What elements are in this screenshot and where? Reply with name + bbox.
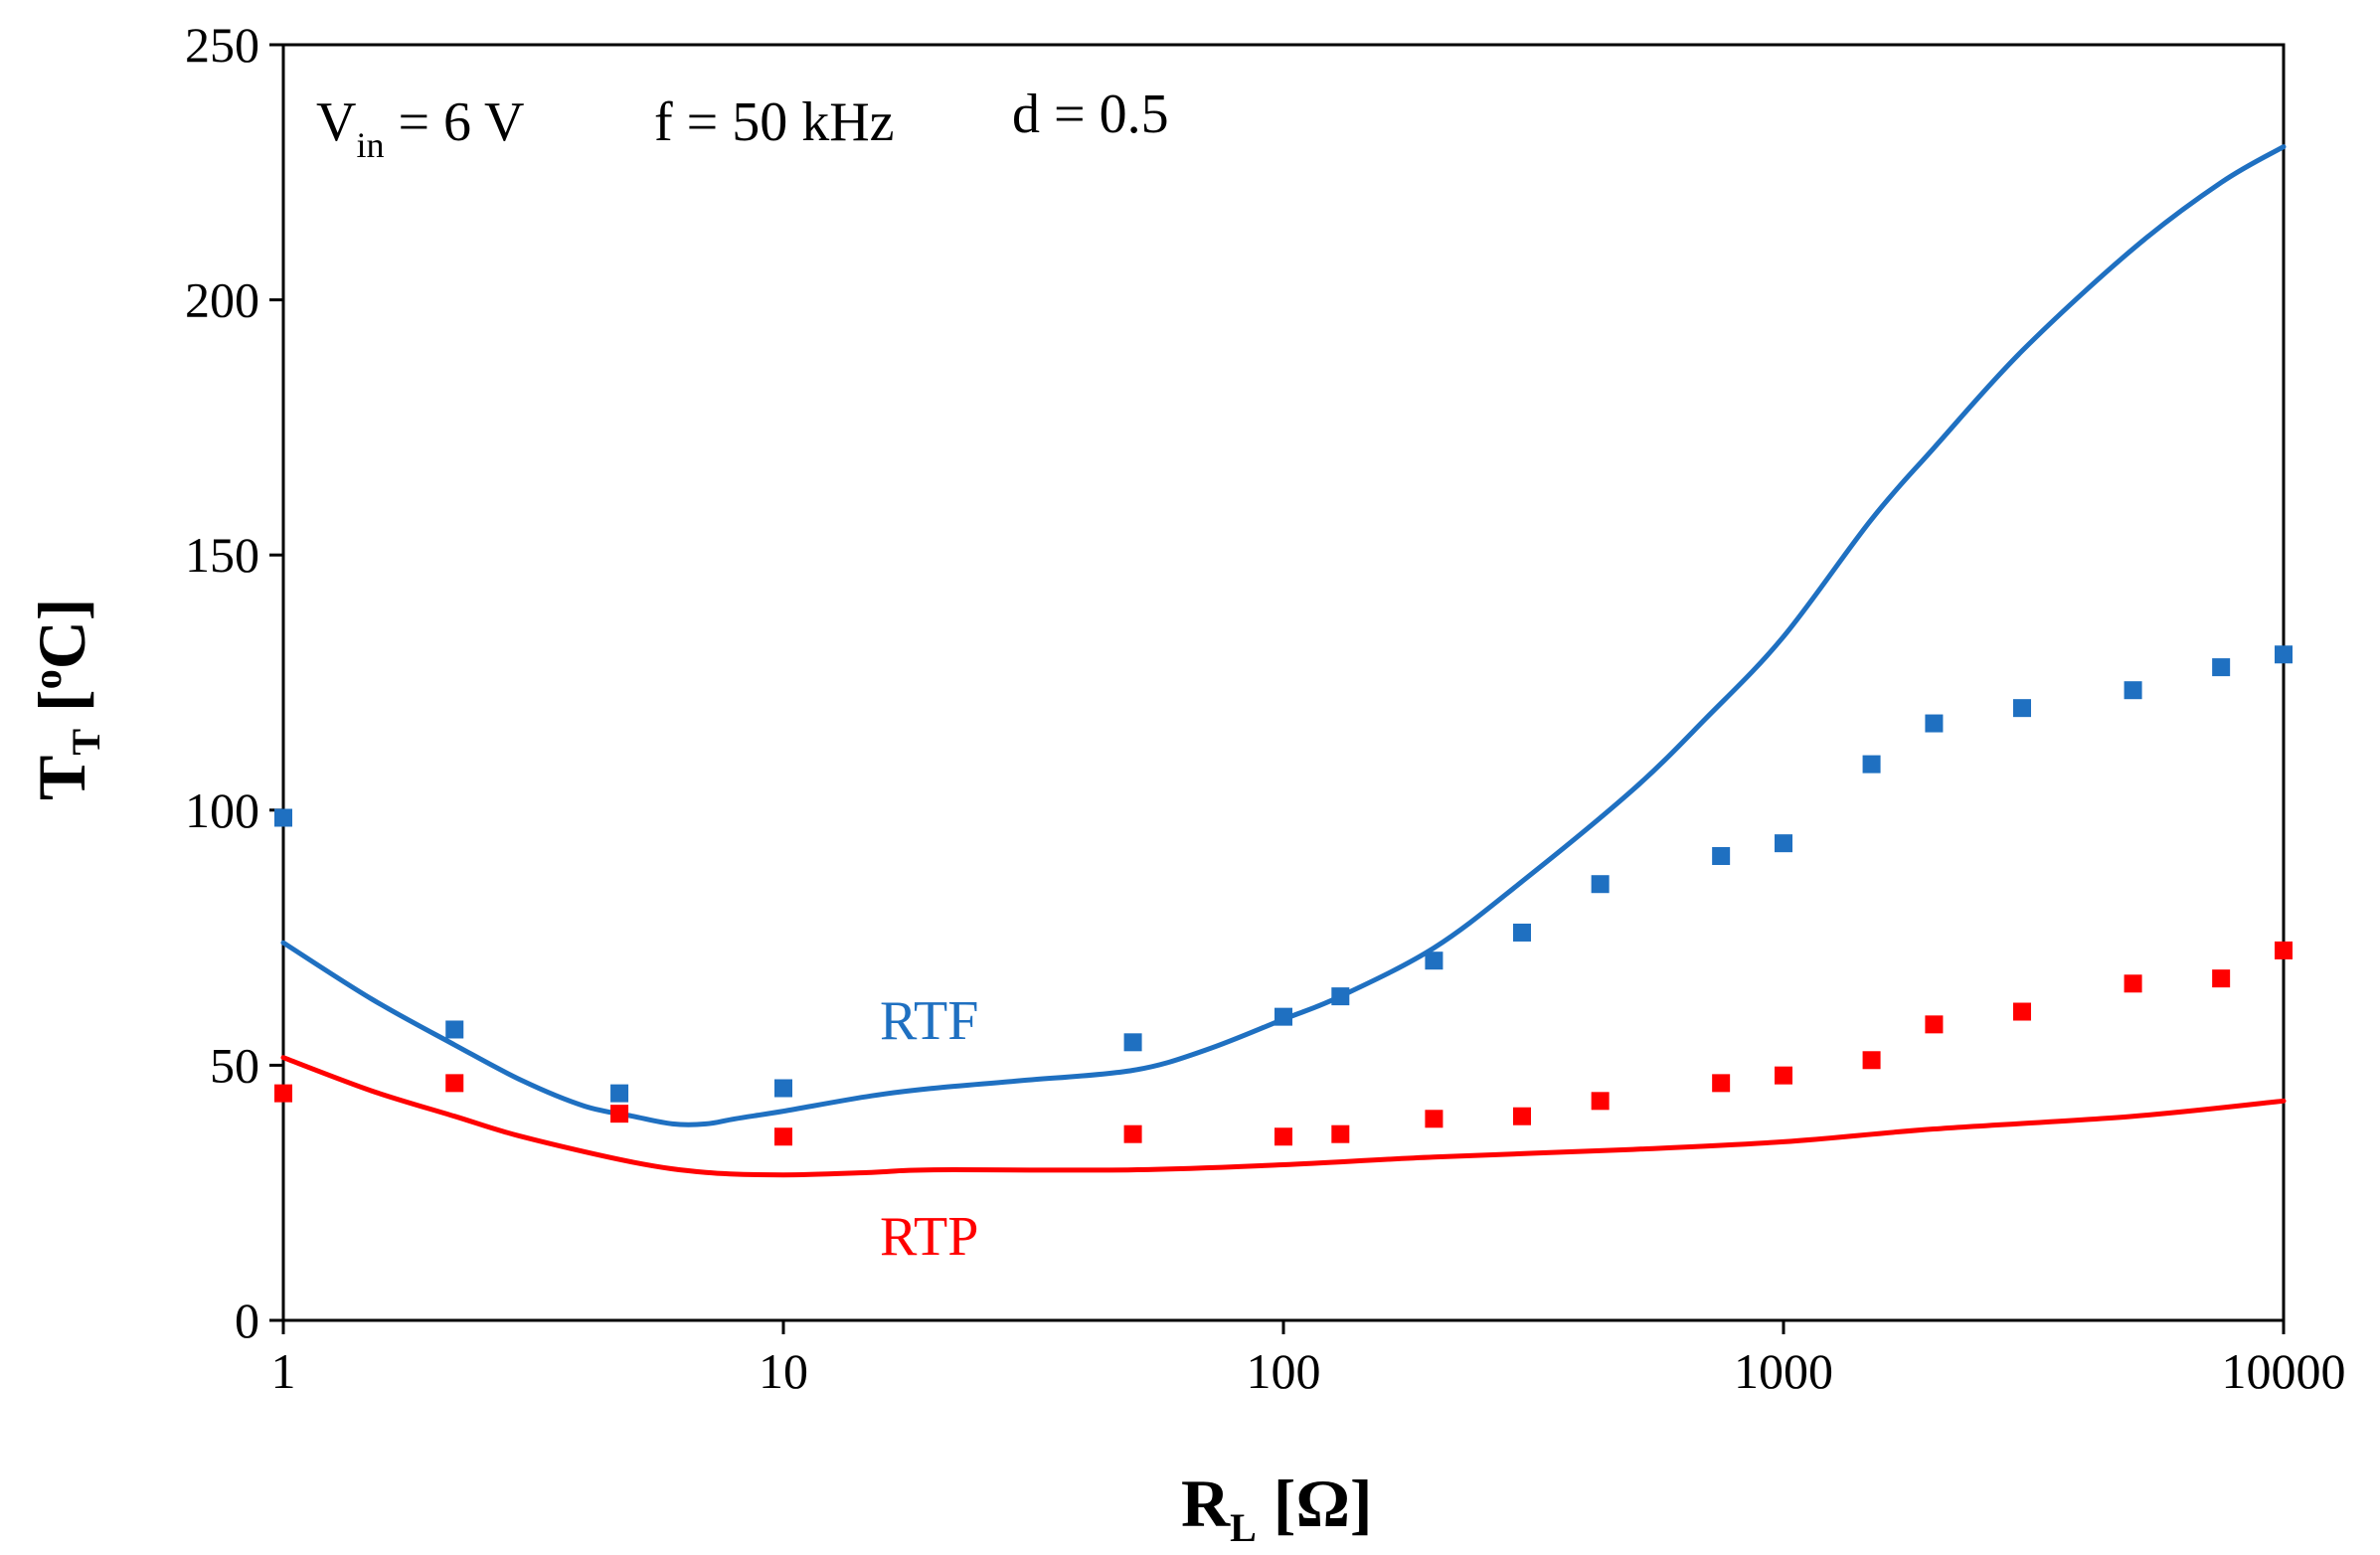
y-tick-label: 200 [185, 272, 259, 328]
annotation-vin-value: = 6 V [384, 91, 524, 153]
data-point-rtp-measured [1123, 1124, 1142, 1143]
data-point-rtf-measured [1591, 875, 1610, 894]
x-axis-title-main: R [1181, 1466, 1231, 1541]
series-points-rtf-measured [274, 645, 2293, 1103]
annotation-vin-main: V [316, 91, 356, 153]
y-tick-label: 0 [235, 1293, 259, 1348]
data-point-rtp-measured [1925, 1015, 1944, 1034]
series-layer [274, 144, 2293, 1178]
data-point-rtp-measured [1862, 1051, 1881, 1070]
data-point-rtf-measured [1712, 846, 1731, 865]
data-point-rtp-measured [445, 1074, 464, 1093]
data-point-rtf-measured [1275, 1007, 1292, 1026]
annotation-frequency: f = 50 kHz [654, 91, 895, 153]
series-label-rtf: RTF [880, 990, 978, 1052]
data-point-rtp-measured [1331, 1124, 1350, 1143]
data-point-rtf-measured [1331, 987, 1350, 1006]
y-axis-title-open: [ [24, 689, 99, 729]
data-point-rtp-measured [610, 1105, 629, 1123]
data-point-rtf-measured [1862, 755, 1881, 774]
x-tick-label: 10000 [2222, 1343, 2346, 1399]
x-axis-title: RL [Ω] [1181, 1466, 1373, 1550]
x-tick-label: 1000 [1734, 1343, 1833, 1399]
data-point-rtp-measured [274, 1084, 292, 1103]
data-point-rtp-measured [774, 1127, 792, 1146]
y-axis-ticks: 0 50 100 150 200 250 [185, 17, 283, 1348]
x-axis-ticks: 1 10 100 1000 10000 [271, 1320, 2346, 1399]
annotation-duty-cycle: d = 0.5 [1012, 84, 1169, 145]
annotation-vin: Vin = 6 V [316, 91, 524, 165]
data-point-rtp-measured [2012, 1002, 2031, 1021]
y-axis-title-main: T [24, 756, 99, 800]
y-axis-title: TT [oC] [24, 599, 108, 800]
x-axis-title-unit: [Ω] [1257, 1466, 1373, 1541]
series-label-rtp: RTP [880, 1206, 978, 1268]
data-point-rtf-measured [610, 1084, 629, 1103]
data-point-rtp-measured [2275, 941, 2293, 959]
series-line-rtp [280, 1055, 2287, 1178]
data-point-rtf-measured [445, 1020, 464, 1039]
data-point-rtp-measured [1712, 1074, 1731, 1093]
data-point-rtf-measured [1775, 834, 1792, 853]
x-tick-label: 1 [271, 1343, 296, 1399]
data-point-rtf-measured [2012, 699, 2031, 718]
annotation-vin-sub: in [356, 125, 384, 165]
data-point-rtp-measured [1775, 1066, 1792, 1085]
series-points-rtp-measured [274, 941, 2293, 1146]
data-point-rtp-measured [1275, 1127, 1292, 1146]
data-point-rtf-measured [2124, 681, 2142, 700]
data-point-rtf-measured [2275, 645, 2293, 664]
y-tick-label: 150 [185, 527, 259, 583]
data-point-rtp-measured [1425, 1110, 1444, 1128]
y-tick-label: 50 [210, 1037, 259, 1093]
data-point-rtp-measured [2212, 969, 2231, 988]
data-point-rtf-measured [1123, 1033, 1142, 1052]
data-point-rtf-measured [1425, 951, 1444, 970]
y-tick-label: 250 [185, 17, 259, 73]
series-line-rtf [280, 144, 2287, 1127]
data-point-rtf-measured [1512, 923, 1531, 942]
y-axis-title-unit: C] [24, 599, 99, 670]
data-point-rtf-measured [274, 808, 292, 827]
y-tick-label: 100 [185, 782, 259, 838]
data-point-rtp-measured [2124, 974, 2142, 993]
x-tick-label: 10 [759, 1343, 808, 1399]
data-point-rtp-measured [1591, 1092, 1610, 1111]
y-axis-title-sup: o [25, 669, 70, 689]
y-axis-title-sub: T [64, 729, 108, 756]
data-point-rtf-measured [2212, 658, 2231, 677]
x-tick-label: 100 [1247, 1343, 1321, 1399]
data-point-rtp-measured [1512, 1107, 1531, 1125]
data-point-rtf-measured [774, 1079, 792, 1098]
data-point-rtf-measured [1925, 714, 1944, 733]
x-axis-title-sub: L [1230, 1505, 1257, 1550]
